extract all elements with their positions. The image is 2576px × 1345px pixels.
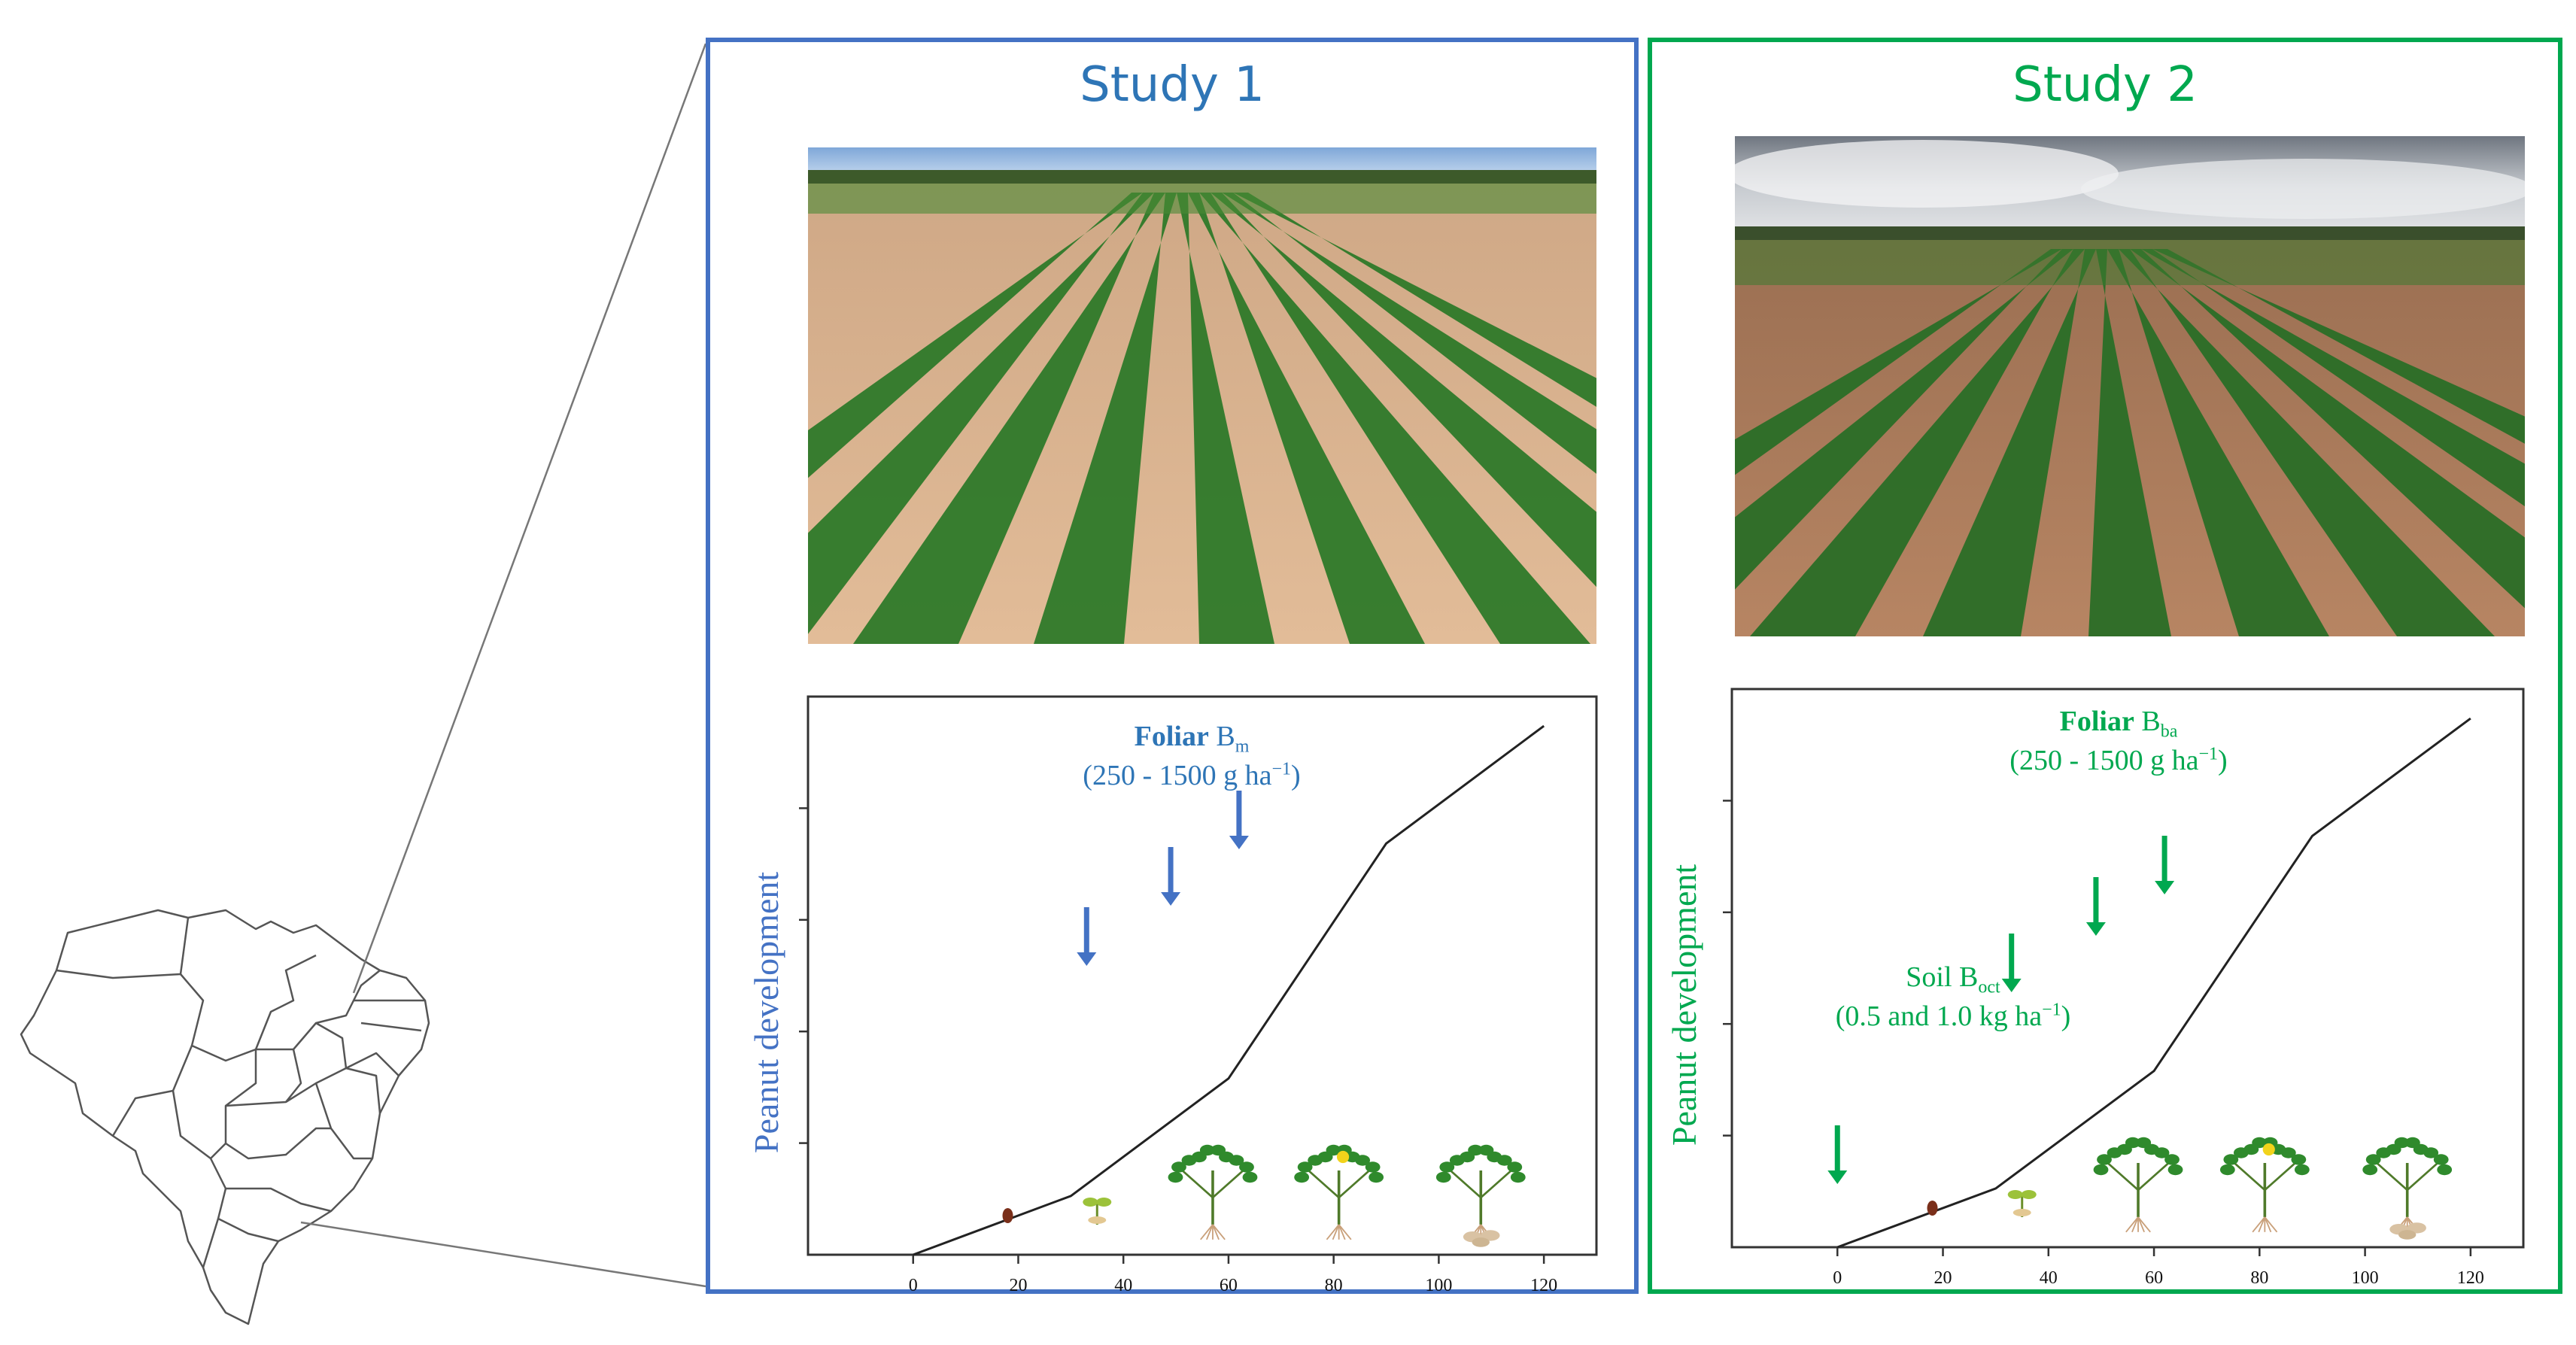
study2-panel: Study 2 — [1648, 38, 2562, 1294]
y-axis-label: Peanut development — [747, 872, 785, 1154]
x-tick-label: 100 — [1425, 1276, 1452, 1295]
development-curve — [913, 724, 1545, 1256]
study1-chart-svg: Peanut development 0 20 40 60 80 100 120 — [747, 695, 1598, 1295]
study1-field-photo — [808, 147, 1596, 644]
application-arrow — [1077, 907, 1097, 966]
plot-frame — [807, 695, 1598, 1256]
x-tick-label: 0 — [909, 1276, 918, 1295]
vegetative-plant-icon — [2093, 1137, 2183, 1233]
application-arrow — [2155, 836, 2175, 894]
x-tick-label: 80 — [1325, 1276, 1343, 1295]
application-arrow — [1229, 791, 1249, 849]
study1-title: Study 1 — [1080, 57, 1265, 113]
x-tick-label: 100 — [2352, 1268, 2379, 1288]
study1-panel: Study 1 — [706, 38, 1639, 1295]
peanut-field-image — [1735, 136, 2525, 636]
x-tick-label: 60 — [2145, 1268, 2163, 1288]
x-tick-label: 40 — [2040, 1268, 2058, 1288]
brazil-map — [20, 909, 430, 1325]
flowering-plant-icon — [1294, 1144, 1384, 1240]
x-tick-label: 0 — [1833, 1268, 1842, 1288]
pod-plant-icon — [1435, 1144, 1526, 1247]
plot-frame — [1730, 688, 2525, 1249]
study2-chart: Peanut development 0 20 40 60 80 100 120 — [1652, 644, 2567, 1298]
x-tick-label: 40 — [1114, 1276, 1132, 1295]
seed-icon — [1002, 1208, 1013, 1223]
study1-chart: Peanut development 0 20 40 60 80 100 120 — [710, 651, 1643, 1298]
x-tick-label: 120 — [1530, 1276, 1557, 1295]
sprout-icon — [1083, 1198, 1112, 1225]
x-tick-label: 20 — [1009, 1276, 1027, 1295]
y-axis-label: Peanut development — [1665, 864, 1703, 1146]
pod-plant-icon — [2362, 1137, 2453, 1240]
study2-foliar-note: Foliar Bba (250 - 1500 g ha−1) — [2009, 706, 2228, 777]
vegetative-plant-icon — [1168, 1144, 1258, 1240]
application-arrow — [1827, 1125, 1848, 1184]
study2-field-photo — [1735, 136, 2525, 636]
peanut-field-image — [808, 147, 1596, 644]
study2-soil-note: Soil Boct (0.5 and 1.0 kg ha−1) — [1835, 961, 2071, 1033]
application-arrow — [1161, 847, 1181, 906]
x-tick-label: 80 — [2250, 1268, 2268, 1288]
x-tick-label: 120 — [2457, 1268, 2484, 1288]
brazil-outline — [20, 909, 430, 1325]
study2-title: Study 2 — [2012, 57, 2198, 113]
development-curve — [1836, 717, 2471, 1249]
study2-chart-svg: Peanut development 0 20 40 60 80 100 120 — [1665, 688, 2525, 1288]
study1-foliar-note: Foliar Bm (250 - 1500 g ha−1) — [1083, 721, 1301, 792]
x-tick-label: 20 — [1934, 1268, 1952, 1288]
flowering-plant-icon — [2219, 1137, 2310, 1233]
seed-icon — [1927, 1201, 1938, 1216]
application-arrow — [2085, 877, 2106, 936]
application-arrow — [2001, 934, 2022, 992]
sprout-icon — [2007, 1190, 2037, 1217]
x-tick-label: 60 — [1220, 1276, 1238, 1295]
